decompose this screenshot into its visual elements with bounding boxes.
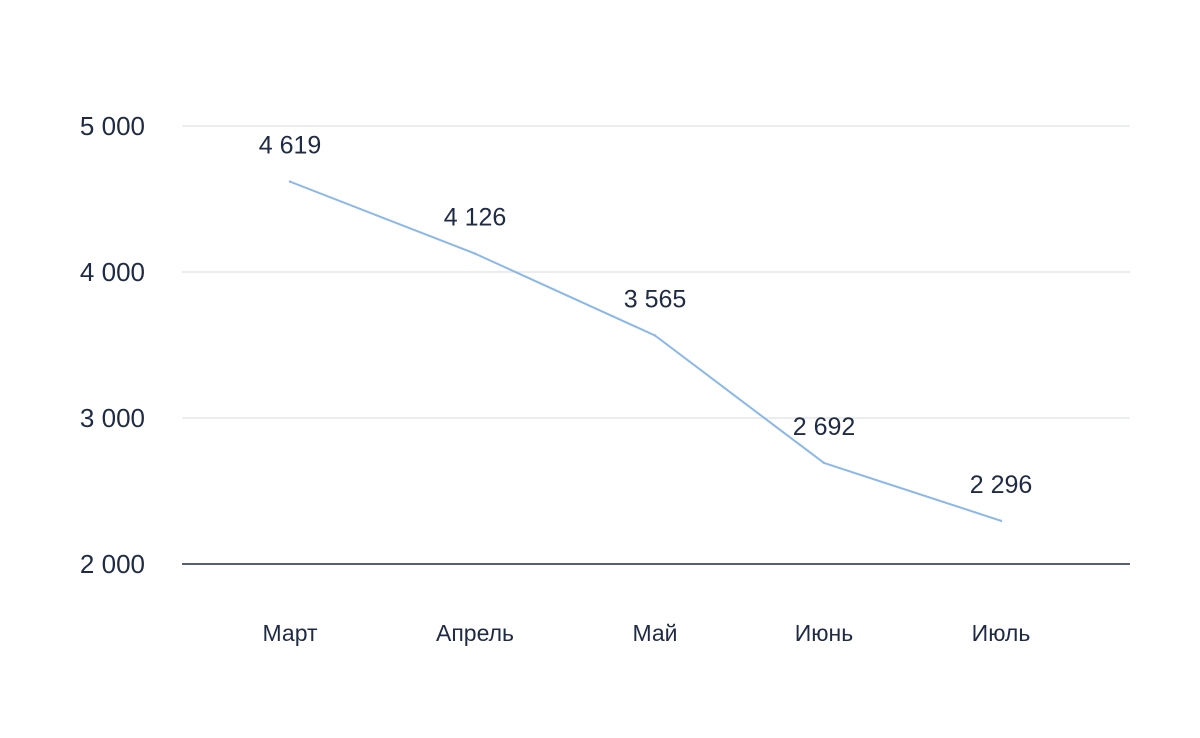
- data-point: [822, 461, 826, 465]
- data-label: 3 565: [624, 286, 687, 314]
- x-axis-category-labels: Март Апрель Май Июнь Июль: [262, 620, 1030, 646]
- data-label: 2 296: [970, 471, 1033, 499]
- data-point: [288, 180, 292, 183]
- series-line: [288, 180, 1003, 522]
- x-category-label: Апрель: [436, 620, 514, 646]
- data-point: [999, 519, 1003, 522]
- data-point: [653, 334, 657, 337]
- data-labels: 4 619 4 126 3 565 2 692 2 296: [259, 132, 1033, 499]
- y-tick-label: 5 000: [80, 111, 145, 141]
- x-category-label: Июнь: [795, 620, 853, 646]
- data-label: 4 126: [444, 204, 507, 232]
- x-category-label: Июль: [972, 620, 1031, 646]
- y-tick-label: 4 000: [80, 257, 145, 287]
- grid-lines: [182, 125, 1130, 419]
- x-category-label: Май: [632, 620, 677, 646]
- x-category-label: Март: [262, 620, 317, 646]
- y-tick-label: 3 000: [80, 403, 145, 433]
- series-line-path: [289, 180, 1002, 522]
- y-axis-tick-labels: 2 000 3 000 4 000 5 000: [80, 111, 145, 579]
- data-label: 2 692: [793, 413, 856, 441]
- data-point: [473, 252, 477, 255]
- data-label: 4 619: [259, 132, 322, 160]
- y-tick-label: 2 000: [80, 549, 145, 579]
